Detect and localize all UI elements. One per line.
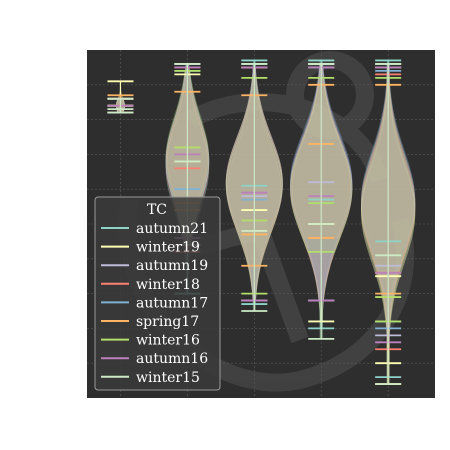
legend-label-autumn19: autumn19 [136, 258, 208, 274]
legend-label-winter15: winter15 [136, 370, 200, 386]
legend-label-winter18: winter18 [136, 277, 200, 293]
legend-title: TC [147, 202, 167, 218]
legend: TC autumn21winter19autumn19winter18autum… [94, 196, 221, 391]
legend-label-spring17: spring17 [136, 314, 199, 330]
legend-label-winter19: winter19 [136, 240, 200, 256]
legend-label-autumn16: autumn16 [136, 351, 208, 367]
legend-items: autumn21 winter19 autumn19 winter18 autumn17… [101, 221, 208, 386]
legend-box [94, 196, 221, 391]
legend-label-winter16: winter16 [136, 333, 200, 349]
legend-label-autumn17: autumn17 [136, 295, 208, 311]
legend-label-autumn21: autumn21 [136, 221, 208, 237]
